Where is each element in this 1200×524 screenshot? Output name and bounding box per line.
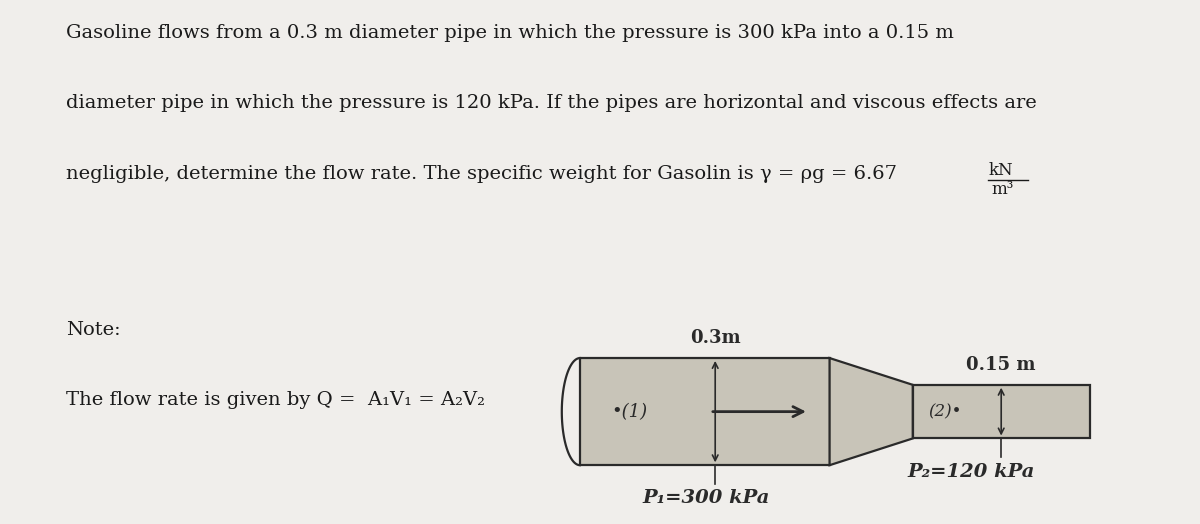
Text: 0.3m: 0.3m bbox=[690, 330, 740, 347]
Text: P₂=120 kPa: P₂=120 kPa bbox=[907, 463, 1034, 481]
Text: P₁=300 kPa: P₁=300 kPa bbox=[642, 489, 769, 507]
Polygon shape bbox=[829, 358, 913, 465]
Text: 0.15 m: 0.15 m bbox=[966, 356, 1036, 374]
Text: Note:: Note: bbox=[66, 321, 121, 339]
Text: •(1): •(1) bbox=[611, 402, 647, 421]
Text: diameter pipe in which the pressure is 120 kPa. If the pipes are horizontal and : diameter pipe in which the pressure is 1… bbox=[66, 94, 1037, 112]
Text: negligible, determine the flow rate. The specific weight for Gasolin is γ = ρg =: negligible, determine the flow rate. The… bbox=[66, 165, 904, 183]
Text: The flow rate is given by Q =  A₁V₁ = A₂V₂: The flow rate is given by Q = A₁V₁ = A₂V… bbox=[66, 391, 485, 409]
Text: (2)•: (2)• bbox=[929, 403, 961, 420]
Text: kN: kN bbox=[989, 162, 1014, 179]
Text: m³: m³ bbox=[991, 181, 1014, 198]
Text: Gasoline flows from a 0.3 m diameter pipe in which the pressure is 300 kPa into : Gasoline flows from a 0.3 m diameter pip… bbox=[66, 24, 954, 41]
Polygon shape bbox=[913, 385, 1090, 439]
Polygon shape bbox=[580, 358, 829, 465]
